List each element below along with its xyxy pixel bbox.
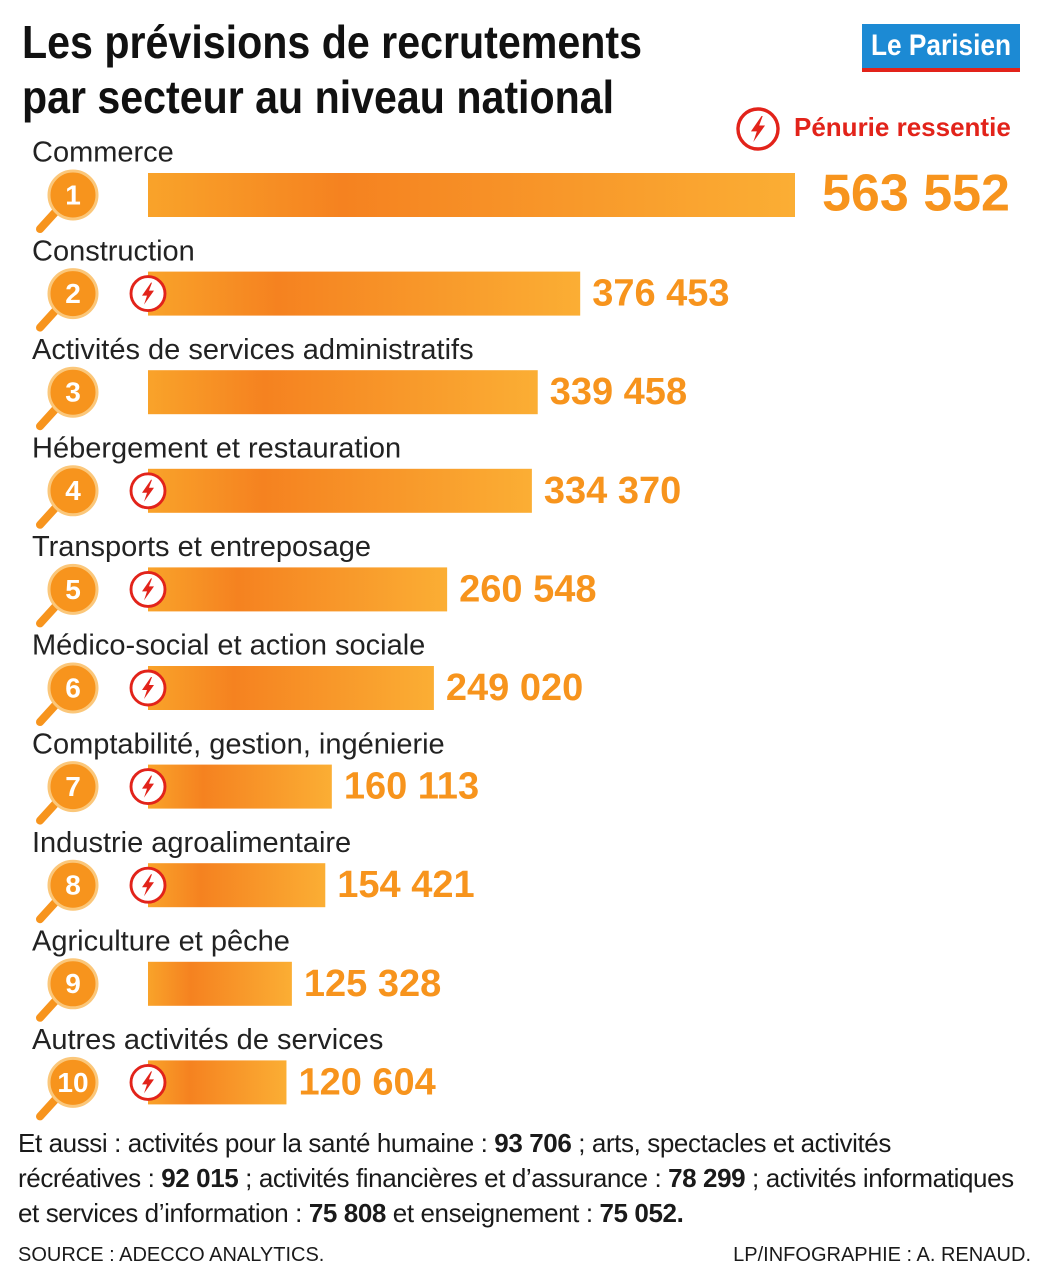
rank-label: 6 [65,672,81,703]
value-label: 563 552 [822,165,1010,223]
note-text: ; activités financières et d’assurance : [238,1163,669,1193]
note-value: 75 052. [599,1198,684,1228]
rank-badge: 10 [36,1056,99,1121]
shortage-bolt [142,1071,154,1094]
bar [148,666,434,710]
rank-badge: 2 [36,268,99,332]
rank-circle [47,366,99,418]
rank-badge: 7 [36,761,99,825]
rank-label: 2 [65,278,81,309]
category-label: Autres activités de services [32,1024,383,1056]
value-label: 376 453 [592,273,729,315]
rank-label: 7 [65,771,81,802]
category-label: Comptabilité, gestion, ingénierie [32,728,445,760]
rank-circle [47,662,99,714]
shortage-bolt [142,775,154,798]
note-text: ; arts, spectacles et activités récréati… [18,1128,891,1193]
value-label: 154 421 [337,864,474,906]
category-label: Transports et entreposage [32,531,371,563]
rank-circle [47,169,99,221]
note-text: ; activités informatiques et services d’… [18,1163,1014,1228]
shortage-icon [129,669,167,707]
note-value: 93 706 [494,1128,572,1158]
note-text: Et aussi : activités pour la santé humai… [18,1128,495,1158]
bar [148,173,795,217]
value-label: 120 604 [298,1061,435,1103]
rank-circle [47,465,99,517]
logo-box [862,24,1020,68]
logo-underline [862,68,1020,72]
credit: LP/INFOGRAPHIE : A. RENAUD. [733,1244,1031,1266]
rank-badge: 8 [36,859,99,924]
rank-circle [47,761,99,813]
shortage-bolt [142,874,154,897]
shortage-bolt [142,479,154,502]
rank-circle [47,1056,99,1108]
logo: Le Parisien [862,24,1020,72]
shortage-bolt [750,116,766,142]
rank-circle [47,268,99,320]
note-value: 92 015 [161,1163,239,1193]
value-label: 160 113 [344,766,479,808]
shortage-bolt [142,677,154,699]
shortage-bolt [142,282,154,305]
rank-label: 10 [57,1067,88,1098]
chart-title: par secteur au niveau national [22,71,614,123]
rank-label: 4 [65,475,81,506]
note-value: 78 299 [668,1163,746,1193]
category-label: Hébergement et restauration [32,432,401,464]
rank-label: 5 [65,574,81,605]
note-text: et enseignement : [385,1198,600,1228]
value-label: 334 370 [544,470,681,512]
rank-label: 1 [65,179,81,210]
shortage-bolt [142,578,154,601]
footnote: Et aussi : activités pour la santé humai… [18,1126,1018,1231]
rank-badge: 9 [36,958,99,1022]
rank-circle [47,958,99,1010]
rank-badge: 1 [36,169,99,233]
bar [148,1060,287,1105]
category-label: Médico-social et action sociale [32,630,425,662]
bar [148,468,532,513]
source: SOURCE : ADECCO ANALYTICS. [18,1244,325,1266]
bar [148,764,332,809]
category-label: Agriculture et pêche [32,925,290,957]
value-label: 260 548 [459,568,596,610]
rank-circle [47,563,99,615]
rank-badge: 3 [36,366,99,431]
rank-circle [47,859,99,911]
value-label: 125 328 [304,963,441,1005]
logo-text: Le Parisien [871,29,1011,62]
value-label: 339 458 [550,371,687,413]
value-label: 249 020 [446,667,583,709]
shortage-icon [129,1063,167,1101]
shortage-icon [129,275,167,313]
category-label: Construction [32,235,195,267]
chart-title: Les prévisions de recrutements [22,16,642,68]
rank-badge: 5 [36,563,99,628]
rank-label: 9 [65,968,81,999]
bar [148,370,538,415]
bar [148,567,448,612]
rank-badge: 4 [36,465,99,529]
shortage-icon [129,472,167,510]
legend-icon [736,107,780,151]
note-value: 75 808 [308,1198,387,1228]
rank-badge: 6 [36,662,99,726]
category-label: Activités de services administratifs [32,334,474,366]
legend-label: Pénurie ressentie [794,112,1011,142]
category-label: Commerce [32,137,174,169]
bar [148,863,326,908]
category-label: Industrie agroalimentaire [32,827,351,859]
rank-label: 8 [65,870,81,901]
shortage-icon [129,866,167,904]
bar [148,961,292,1006]
bar [148,271,581,316]
shortage-icon [129,768,167,806]
shortage-icon [129,570,167,608]
rank-label: 3 [65,377,81,408]
